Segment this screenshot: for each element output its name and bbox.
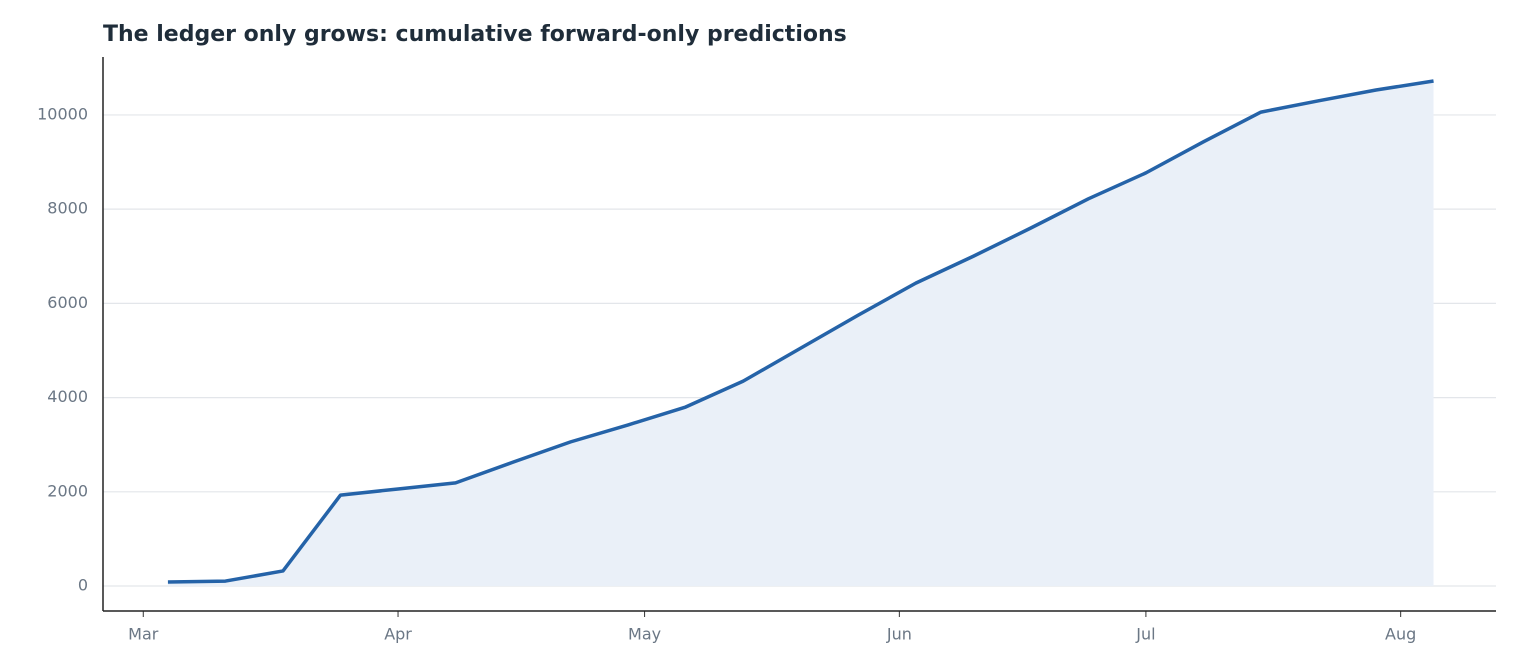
line — [167, 79, 1434, 584]
x-tick-label: May — [628, 625, 661, 644]
chart-title: The ledger only grows: cumulative forwar… — [103, 22, 847, 47]
x-tick-label: Jun — [886, 625, 912, 644]
y-tick-label: 6000 — [47, 293, 88, 312]
area — [167, 81, 1434, 587]
y-tick-label: 0 — [78, 576, 88, 595]
x-tick-label: Mar — [128, 625, 159, 644]
y-tick-label: 10000 — [37, 104, 88, 123]
y-tick-label: 8000 — [47, 199, 88, 218]
x-tick-label: Jul — [1135, 625, 1155, 644]
y-tick-label: 2000 — [47, 481, 88, 500]
x-tick-label: Aug — [1385, 625, 1416, 644]
x-tick-label: Apr — [384, 625, 412, 644]
y-tick-label: 4000 — [47, 387, 88, 406]
